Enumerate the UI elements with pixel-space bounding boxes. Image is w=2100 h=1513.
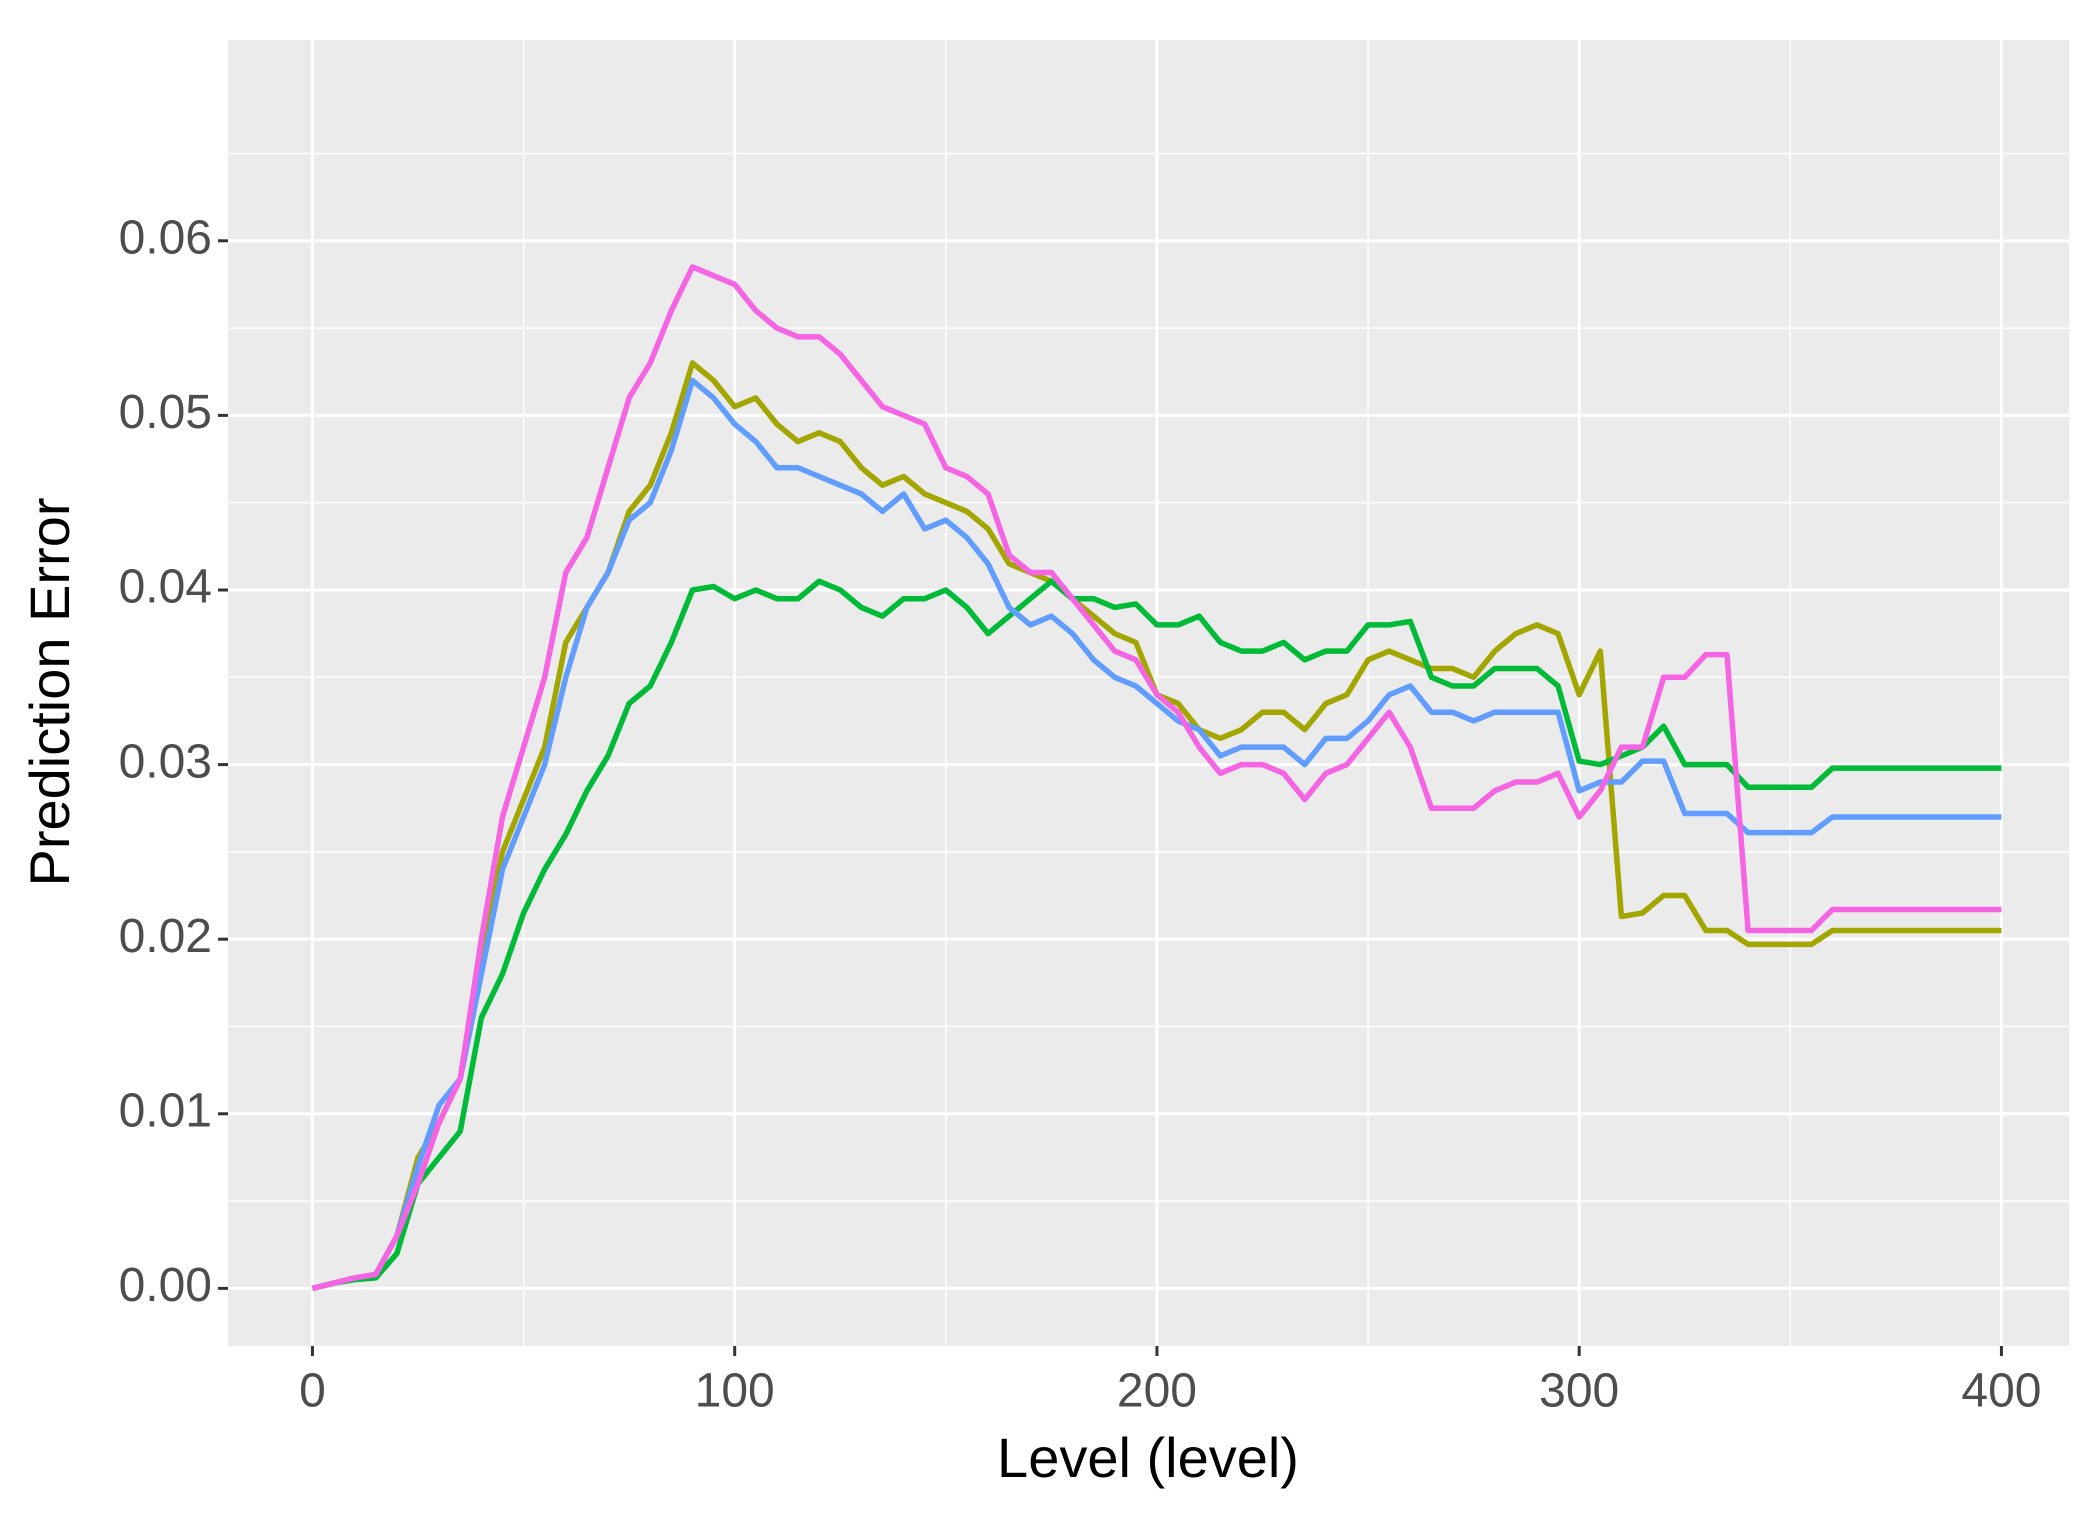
- series-line: [311, 264, 2002, 1292]
- y-tick-label: 0.01: [119, 1084, 212, 1137]
- series-line: [311, 377, 2002, 1292]
- x-tick-label: 400: [1961, 1365, 2041, 1418]
- series-line: [311, 578, 2002, 1292]
- y-tick-label: 0.00: [119, 1259, 212, 1312]
- x-tick-label: 300: [1539, 1365, 1619, 1418]
- y-tick-label: 0.03: [119, 735, 212, 788]
- x-tick-label: 0: [299, 1365, 326, 1418]
- y-tick-label: 0.02: [119, 910, 212, 963]
- y-tick-label: 0.06: [119, 211, 212, 264]
- y-tick-label: 0.05: [119, 386, 212, 439]
- y-axis-title: Prediction Error: [18, 497, 81, 886]
- x-tick-label: 200: [1117, 1365, 1197, 1418]
- y-tick-label: 0.04: [119, 561, 212, 614]
- x-tick-label: 100: [695, 1365, 775, 1418]
- x-axis-title: Level (level): [997, 1426, 1299, 1489]
